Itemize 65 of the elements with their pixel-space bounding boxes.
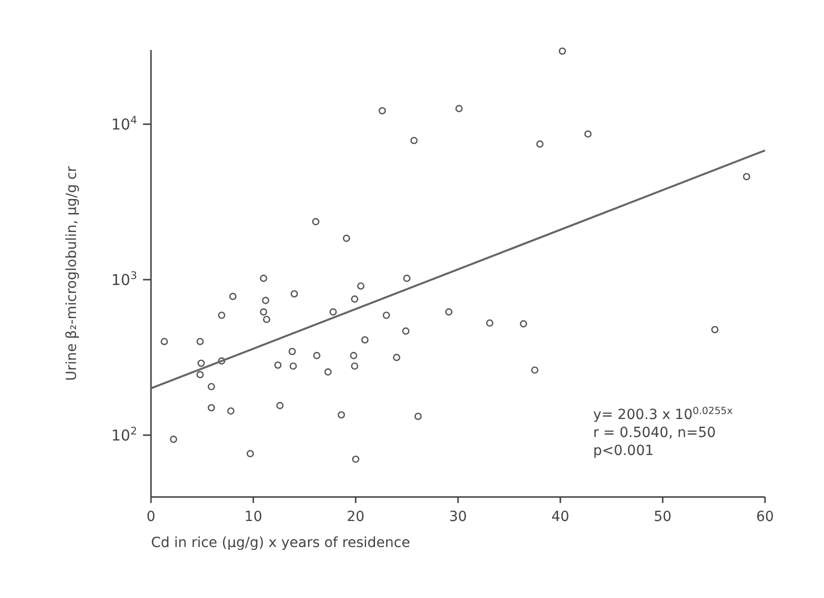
point	[486, 319, 494, 327]
point	[330, 308, 337, 316]
point	[196, 338, 204, 346]
point	[350, 295, 358, 303]
point	[276, 402, 284, 410]
point	[262, 296, 270, 304]
point	[197, 360, 205, 367]
point	[260, 274, 268, 282]
x-tick-label: 30	[449, 509, 467, 525]
point	[410, 136, 418, 144]
y-axis-title: Urine β₂-microglobulin, μg/g cr	[64, 166, 80, 381]
point	[229, 292, 237, 300]
point	[338, 411, 345, 419]
point	[357, 282, 364, 290]
point	[378, 107, 386, 114]
point	[403, 274, 410, 282]
y-tick-label: 10$^{3}$	[111, 270, 137, 289]
point	[558, 47, 566, 55]
point	[313, 352, 320, 360]
annotation: p<0.001	[593, 443, 654, 459]
x-tick-label: 20	[346, 509, 365, 525]
y-tick-label: 10$^{2}$	[111, 425, 137, 444]
x-tick-label: 40	[551, 509, 570, 525]
point	[208, 383, 216, 390]
point	[274, 361, 282, 369]
point	[290, 362, 297, 370]
point	[445, 308, 452, 316]
point	[584, 130, 592, 138]
point	[392, 354, 400, 362]
point	[711, 326, 719, 334]
point	[227, 407, 234, 415]
point	[402, 327, 410, 335]
point	[350, 352, 358, 360]
point	[208, 404, 216, 412]
point	[536, 140, 544, 148]
point	[342, 234, 350, 242]
point	[312, 218, 320, 226]
annotation: y= 200.3 x 10$^{0.0255x}$	[593, 406, 733, 423]
point	[324, 368, 332, 376]
point	[531, 366, 538, 374]
point	[352, 456, 360, 463]
point	[160, 338, 168, 346]
point	[742, 172, 750, 180]
point	[246, 450, 254, 458]
x-tick-label: 50	[654, 509, 672, 525]
y-tick-label: 10$^{4}$	[111, 114, 138, 134]
point	[520, 320, 528, 328]
x-tick-label: 0	[146, 509, 156, 525]
annotation: r = 0.5040, n=50	[593, 425, 716, 441]
point	[414, 412, 422, 420]
x-tick-label: 10	[244, 509, 262, 525]
x-tick-label: 60	[756, 509, 774, 525]
point	[361, 336, 369, 344]
point	[260, 308, 268, 316]
point	[218, 357, 226, 365]
point	[196, 370, 204, 378]
point	[350, 362, 358, 370]
point	[170, 436, 178, 443]
point	[218, 312, 226, 319]
point	[455, 104, 463, 112]
point	[382, 312, 390, 319]
x-axis-title: Cd in rice (μg/g) x years of residence	[151, 535, 410, 551]
point	[290, 290, 298, 298]
point	[288, 348, 296, 356]
point	[262, 316, 270, 324]
